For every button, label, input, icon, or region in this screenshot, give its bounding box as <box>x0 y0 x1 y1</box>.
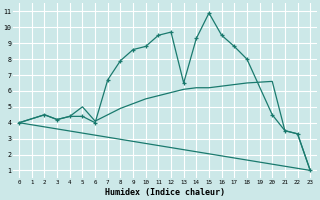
X-axis label: Humidex (Indice chaleur): Humidex (Indice chaleur) <box>105 188 225 197</box>
